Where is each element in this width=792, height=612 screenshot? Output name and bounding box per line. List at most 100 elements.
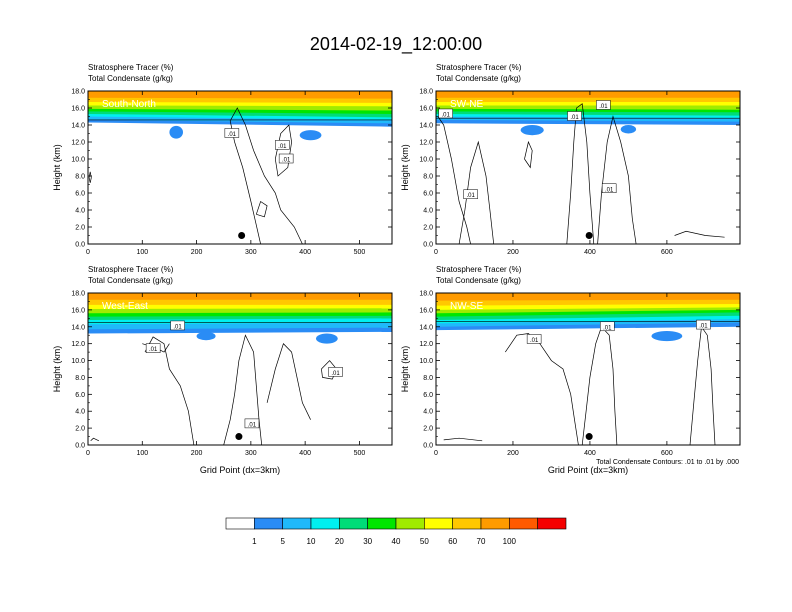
x-axis: 0 100 200 300 400 500	[86, 293, 365, 457]
condensate-contour	[144, 336, 195, 445]
tracer-band	[88, 293, 392, 300]
contour-label: .01	[170, 320, 185, 330]
colorbar-label: 1	[252, 537, 257, 546]
location-marker	[585, 232, 593, 239]
colorbar-label: 10	[307, 537, 316, 546]
condensate-contour	[458, 140, 495, 244]
plot-area: .01 .01 .01	[88, 91, 392, 244]
panel-header-line: Stratosphere Tracer (%)	[436, 265, 522, 274]
colorbar-swatch	[225, 517, 255, 530]
contour-label: .01	[275, 140, 290, 150]
contour-label: .01	[599, 321, 615, 331]
tracer-band	[436, 91, 740, 98]
y-tick-label: 2.0	[423, 426, 433, 433]
y-tick-label: 8.0	[423, 375, 433, 382]
condensate-contour	[689, 325, 716, 445]
x-tick-label: 200	[191, 249, 203, 256]
x-axis: 0 200 400 600	[434, 91, 673, 256]
panel-label: SW-NE	[450, 99, 483, 110]
contour-label-text: .01	[149, 347, 158, 353]
contour-label: .01	[567, 111, 582, 121]
colorbar-swatch	[509, 517, 538, 530]
condensate-contour	[266, 343, 311, 420]
contour-label-box	[224, 128, 240, 138]
colorbar-label: 50	[420, 537, 429, 546]
colorbar-label: 40	[392, 537, 401, 546]
contour-label-text: .01	[603, 325, 612, 331]
contour-label-text: .01	[331, 371, 340, 377]
y-tick-label: 18.0	[419, 291, 433, 298]
y-tick-label: 0.0	[423, 242, 433, 249]
contour-label-text: .01	[248, 422, 257, 428]
y-tick-label: 2.0	[75, 426, 85, 433]
y-tick-label: 8.0	[75, 174, 85, 181]
y-tick-label: 10.0	[71, 358, 85, 365]
colorbar-swatch	[339, 517, 368, 530]
contour-label-text: .01	[282, 158, 291, 164]
contour-label-box	[696, 319, 711, 330]
y-tick-label: 0.0	[423, 443, 433, 450]
y-tick-label: 4.0	[423, 208, 433, 215]
x-axis-label: Grid Point (dx=3km)	[548, 465, 628, 475]
x-tick-label: 100	[136, 249, 148, 256]
contour-label-box	[328, 367, 343, 377]
y-tick-label: 4.0	[75, 409, 85, 416]
contour-label-text: .01	[699, 324, 708, 330]
y-tick-label: 6.0	[423, 392, 433, 399]
y-axis: 0.0 2.0 4.0 6.0 8.0 10.0 12.0 14.0 16.0 18.0	[71, 291, 392, 450]
y-axis-label: Height (km)	[52, 346, 62, 393]
tracer-patch	[520, 125, 544, 136]
panel-header-line: Stratosphere Tracer (%)	[436, 63, 522, 72]
y-tick-label: 18.0	[71, 291, 85, 298]
contour-label-text: .01	[173, 324, 182, 330]
colorbar-label: 30	[363, 537, 372, 546]
contour-label-text: .01	[570, 115, 579, 121]
location-marker	[235, 433, 243, 441]
x-tick-label: 0	[434, 249, 438, 256]
condensate-contour	[674, 230, 725, 238]
x-tick-label: 400	[584, 249, 596, 256]
y-tick-label: 8.0	[423, 174, 433, 181]
contour-label-box	[438, 108, 453, 119]
tracer-band	[436, 293, 740, 301]
x-tick-label: 600	[661, 450, 673, 457]
panel-header-line: Total Condensate (g/kg)	[88, 74, 173, 83]
y-tick-label: 8.0	[75, 375, 85, 382]
condensate-contour	[223, 334, 263, 445]
x-tick-label: 400	[584, 450, 596, 457]
colorbar-swatch	[395, 517, 425, 530]
contour-label-box	[145, 343, 161, 353]
x-tick-label: 400	[299, 450, 311, 457]
colorbar-swatch	[537, 517, 567, 530]
panel-west-east: Stratosphere Tracer (%) Total Condensate …	[52, 265, 393, 475]
tracer-patch	[196, 331, 216, 341]
y-tick-label: 6.0	[423, 191, 433, 198]
colorbar-swatch	[452, 517, 482, 530]
x-axis: 0 200 400 600	[434, 293, 673, 457]
contour-label: .01	[145, 343, 161, 353]
y-tick-label: 12.0	[71, 341, 85, 348]
y-tick-label: 12.0	[419, 140, 433, 147]
figure-title: 2014-02-19_12:00:00	[310, 34, 482, 55]
contour-label-text: .01	[530, 338, 539, 344]
condensate-contour	[524, 140, 533, 169]
y-axis-label: Height (km)	[400, 144, 410, 191]
contour-label: .01	[438, 108, 453, 119]
y-axis: 0.0 2.0 4.0 6.0 8.0 10.0 12.0 14.0 16.0 18.0	[71, 89, 392, 249]
condensate-contour	[229, 107, 303, 244]
panel-header-line: Stratosphere Tracer (%)	[88, 265, 174, 274]
tracer-patch	[316, 333, 338, 344]
panel-south-north: Stratosphere Tracer (%) Total Condensate …	[52, 63, 393, 256]
contour-label: .01	[244, 418, 260, 428]
colorbar-swatch	[282, 517, 312, 530]
y-tick-label: 16.0	[419, 307, 433, 314]
contour-label: .01	[224, 128, 240, 138]
contour-label-text: .01	[466, 193, 475, 199]
y-tick-label: 2.0	[423, 225, 433, 232]
contour-label-box	[601, 183, 617, 193]
y-tick-label: 0.0	[75, 242, 85, 249]
plot-area: .01 .01 .01 .01 .01	[436, 91, 740, 244]
colorbar-label: 60	[448, 537, 457, 546]
panels: Stratosphere Tracer (%) Total Condensate …	[52, 63, 741, 475]
